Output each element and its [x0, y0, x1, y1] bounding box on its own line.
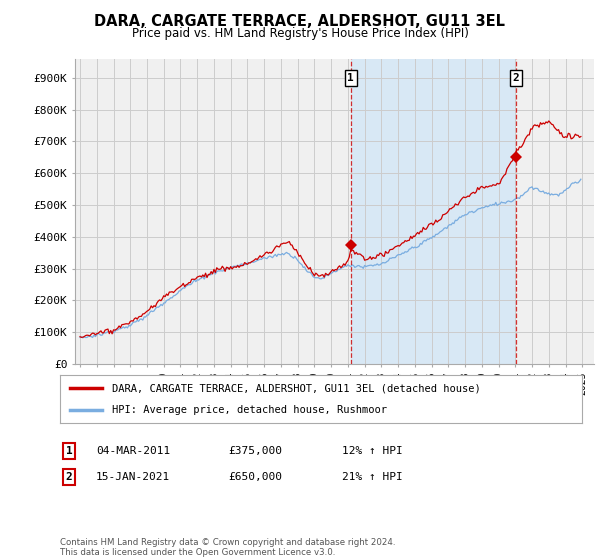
Text: £375,000: £375,000	[228, 446, 282, 456]
Text: 2: 2	[512, 73, 520, 83]
Text: HPI: Average price, detached house, Rushmoor: HPI: Average price, detached house, Rush…	[112, 405, 387, 415]
Text: 04-MAR-2011: 04-MAR-2011	[96, 446, 170, 456]
Text: 12% ↑ HPI: 12% ↑ HPI	[342, 446, 403, 456]
Text: DARA, CARGATE TERRACE, ALDERSHOT, GU11 3EL (detached house): DARA, CARGATE TERRACE, ALDERSHOT, GU11 3…	[112, 383, 481, 393]
Text: DARA, CARGATE TERRACE, ALDERSHOT, GU11 3EL: DARA, CARGATE TERRACE, ALDERSHOT, GU11 3…	[95, 14, 505, 29]
Text: Contains HM Land Registry data © Crown copyright and database right 2024.
This d: Contains HM Land Registry data © Crown c…	[60, 538, 395, 557]
Text: 1: 1	[65, 446, 73, 456]
Text: £650,000: £650,000	[228, 472, 282, 482]
Text: 21% ↑ HPI: 21% ↑ HPI	[342, 472, 403, 482]
Text: 15-JAN-2021: 15-JAN-2021	[96, 472, 170, 482]
Text: Price paid vs. HM Land Registry's House Price Index (HPI): Price paid vs. HM Land Registry's House …	[131, 27, 469, 40]
Text: 1: 1	[347, 73, 354, 83]
Bar	[351, 59, 516, 364]
Text: 2: 2	[65, 472, 73, 482]
